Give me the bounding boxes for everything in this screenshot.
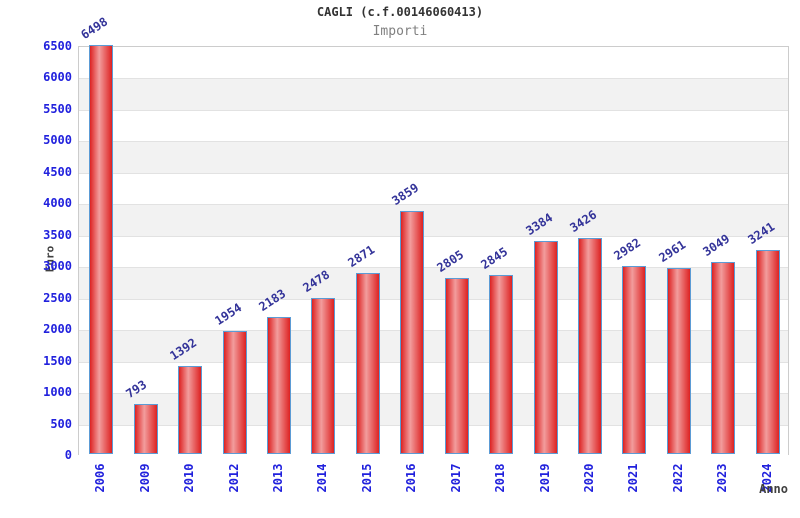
bar-2015: 2871	[345, 243, 380, 454]
x-tick-label: 2012	[226, 463, 241, 493]
bar-2019: 3384	[523, 211, 558, 454]
y-tick-label: 3500	[43, 227, 72, 242]
y-tick-label: 5500	[43, 101, 72, 116]
y-tick-label: 6500	[43, 39, 72, 53]
y-tick-label: 4500	[43, 164, 72, 179]
x-tick-label: 2015	[359, 463, 374, 493]
y-tick-label: 1500	[43, 353, 72, 368]
bar-2009: 793	[123, 377, 158, 454]
x-tick-label: 2014	[315, 463, 330, 493]
grid-band	[79, 78, 788, 110]
grid-band	[79, 204, 788, 236]
y-tick-label: 2000	[43, 322, 72, 337]
bar-2020: 3426	[567, 208, 603, 454]
x-axis-title: Anno	[759, 482, 788, 496]
y-tick-label: 4000	[43, 196, 72, 211]
bar-chart: CAGLI (c.f.00146060413) Importi Euro 649…	[43, 5, 789, 496]
y-tick-label: 0	[64, 448, 72, 462]
bar-2016: 3859	[390, 181, 425, 454]
y-tick-label: 1000	[43, 385, 72, 400]
x-tick-label: 2018	[493, 463, 508, 493]
bar-2023: 3049	[701, 232, 736, 454]
bar-2018: 2845	[479, 245, 514, 454]
grid-band	[79, 172, 788, 205]
bar-2021: 2982	[612, 236, 647, 454]
bar-2012: 1954	[212, 301, 247, 454]
bar-2013: 2183	[256, 287, 291, 454]
x-tick-label: 2019	[537, 463, 552, 493]
x-tick-label: 2009	[137, 463, 152, 493]
grid-band	[79, 47, 788, 79]
y-tick-label: 3000	[43, 259, 72, 274]
x-tick-label: 2023	[715, 463, 730, 493]
x-tick-label: 2017	[448, 463, 463, 493]
chart-title: CAGLI (c.f.00146060413)	[316, 5, 484, 19]
bar-2017: 2805	[434, 248, 469, 454]
x-tick-label: 2020	[582, 463, 597, 493]
y-tick-label: 6000	[43, 70, 72, 85]
grid-band	[79, 141, 788, 173]
x-tick-label: 2022	[670, 463, 685, 493]
bar-2010: 1392	[167, 336, 203, 454]
x-tick-label: 2024	[759, 463, 774, 493]
x-tick-label: 2021	[626, 463, 641, 493]
y-tick-label: 5000	[43, 133, 72, 148]
bar-2024: 3241	[745, 220, 780, 454]
plot-area: 6498 793 1392 1954 2183 2478 2871 3859 2805 2845 3…	[78, 15, 789, 456]
y-tick-label: 2500	[43, 290, 72, 305]
x-tick-label: 2006	[93, 463, 108, 493]
x-tick-label: 2010	[182, 463, 197, 493]
grid-band	[79, 235, 788, 268]
x-tick-label: 2016	[404, 463, 419, 493]
x-tick-label: 2013	[270, 463, 285, 493]
grid-band	[79, 109, 788, 142]
bar-2014: 2478	[301, 268, 336, 454]
bar-2022: 2961	[656, 238, 691, 454]
bar-2006: 6498	[79, 15, 114, 454]
chart-subtitle: Importi	[372, 24, 428, 39]
y-tick-label: 500	[50, 416, 72, 431]
